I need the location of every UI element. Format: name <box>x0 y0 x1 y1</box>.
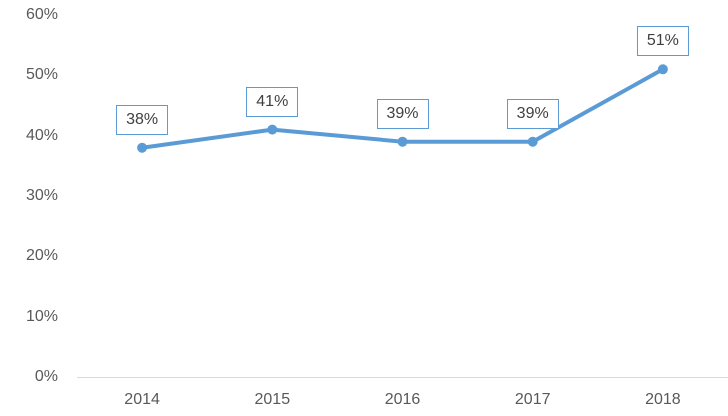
x-tick-label: 2016 <box>384 391 421 408</box>
x-tick-label: 2018 <box>645 391 681 408</box>
data-point-marker <box>267 124 278 135</box>
y-tick-label: 20% <box>25 247 58 265</box>
x-tick-label: 2015 <box>254 391 291 408</box>
x-tick-label: 2017 <box>514 391 551 408</box>
y-tick-label: 30% <box>25 187 58 204</box>
data-label: 51% <box>636 26 689 57</box>
y-tick-label: 0% <box>34 368 58 385</box>
y-tick-label: 50% <box>25 66 58 84</box>
data-point-marker <box>527 136 538 147</box>
y-tick-label: 60% <box>25 6 58 23</box>
x-tick-label: 2014 <box>124 391 160 408</box>
y-tick-label: 10% <box>25 307 58 325</box>
data-label: 38% <box>116 104 169 135</box>
data-label: 39% <box>376 98 429 129</box>
y-tick-label: 40% <box>25 126 58 144</box>
data-point-marker <box>657 64 668 75</box>
data-point-marker <box>137 142 148 153</box>
data-point-marker <box>397 136 408 147</box>
data-label: 41% <box>246 86 299 117</box>
data-label: 39% <box>506 98 559 129</box>
